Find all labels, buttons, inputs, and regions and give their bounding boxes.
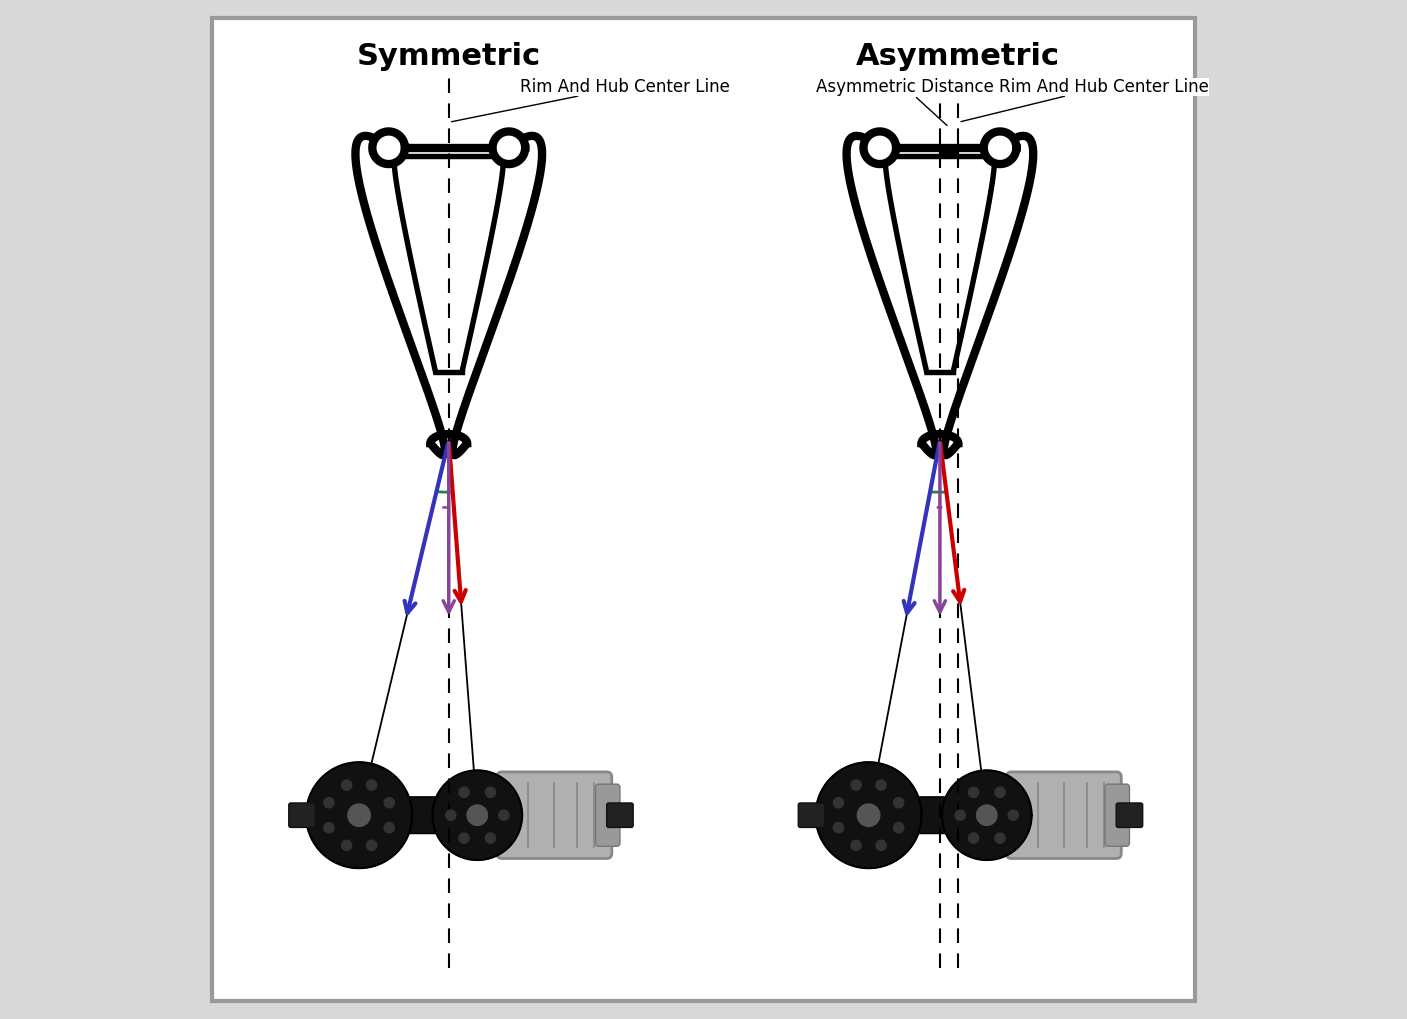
Polygon shape	[893, 798, 903, 808]
Polygon shape	[955, 810, 965, 820]
FancyBboxPatch shape	[1006, 772, 1121, 858]
Polygon shape	[877, 780, 886, 790]
Polygon shape	[995, 834, 1005, 844]
Polygon shape	[968, 834, 979, 844]
Text: Rim And Hub Center Line: Rim And Hub Center Line	[452, 77, 730, 121]
Polygon shape	[459, 787, 469, 797]
Polygon shape	[348, 804, 370, 826]
Polygon shape	[857, 804, 879, 826]
Polygon shape	[366, 780, 377, 790]
Polygon shape	[851, 780, 861, 790]
Polygon shape	[366, 841, 377, 851]
FancyBboxPatch shape	[497, 772, 612, 858]
Polygon shape	[983, 131, 1016, 164]
Polygon shape	[324, 798, 333, 808]
Polygon shape	[324, 822, 333, 833]
FancyBboxPatch shape	[387, 797, 478, 834]
Polygon shape	[307, 762, 412, 868]
Polygon shape	[1009, 810, 1019, 820]
Polygon shape	[492, 131, 525, 164]
Polygon shape	[342, 780, 352, 790]
Polygon shape	[893, 822, 903, 833]
Polygon shape	[384, 798, 394, 808]
Polygon shape	[833, 798, 844, 808]
Polygon shape	[976, 805, 998, 825]
Polygon shape	[432, 770, 522, 860]
Polygon shape	[459, 834, 469, 844]
FancyBboxPatch shape	[896, 797, 988, 834]
FancyBboxPatch shape	[1116, 803, 1142, 827]
Polygon shape	[373, 131, 405, 164]
Polygon shape	[446, 810, 456, 820]
Polygon shape	[995, 787, 1005, 797]
Polygon shape	[968, 787, 979, 797]
Polygon shape	[816, 762, 922, 868]
Polygon shape	[384, 822, 394, 833]
Polygon shape	[485, 787, 495, 797]
FancyBboxPatch shape	[1104, 785, 1130, 846]
Polygon shape	[851, 841, 861, 851]
Polygon shape	[864, 131, 896, 164]
Text: Symmetric: Symmetric	[357, 42, 540, 70]
FancyBboxPatch shape	[798, 803, 825, 827]
Polygon shape	[467, 805, 487, 825]
FancyBboxPatch shape	[606, 803, 633, 827]
Polygon shape	[941, 770, 1031, 860]
Polygon shape	[498, 810, 509, 820]
Polygon shape	[877, 841, 886, 851]
Text: Rim And Hub Center Line: Rim And Hub Center Line	[961, 77, 1209, 121]
FancyBboxPatch shape	[595, 785, 620, 846]
Text: Asymmetric: Asymmetric	[857, 42, 1061, 70]
Polygon shape	[833, 822, 844, 833]
Polygon shape	[485, 834, 495, 844]
Polygon shape	[342, 841, 352, 851]
FancyBboxPatch shape	[212, 18, 1195, 1001]
Text: Asymmetric Distance: Asymmetric Distance	[816, 77, 993, 125]
FancyBboxPatch shape	[288, 803, 315, 827]
